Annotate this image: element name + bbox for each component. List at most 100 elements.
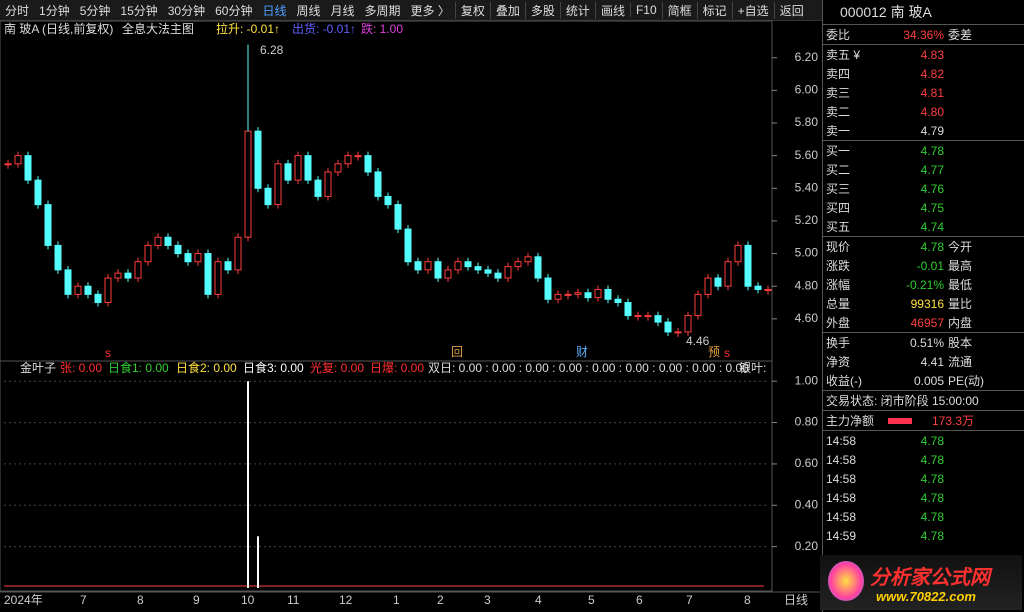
- quote-label: 卖四: [826, 67, 851, 81]
- candle: [514, 261, 522, 268]
- x-tick-label: 11: [287, 593, 300, 607]
- quote-row: 换手 0.51% 股本: [823, 333, 1024, 352]
- quote-value: 4.78: [920, 471, 944, 486]
- tab[interactable]: 分时: [5, 3, 30, 18]
- section: 主力净额 173.3万: [823, 411, 1024, 431]
- quote-row: 14:58 4.78: [823, 469, 1024, 488]
- section: 委比 34.36% 委差: [823, 25, 1024, 45]
- tool-button[interactable]: 多股: [524, 1, 560, 19]
- candle: [614, 298, 622, 304]
- quote-row: 14:58 4.78: [823, 488, 1024, 507]
- candle: [264, 187, 272, 206]
- tab[interactable]: 15分钟: [120, 3, 158, 18]
- tab[interactable]: 月线: [330, 3, 355, 18]
- candle: [204, 253, 212, 295]
- candle: [464, 261, 472, 268]
- quote-label: 卖一: [826, 124, 851, 138]
- marker: 财: [576, 345, 588, 359]
- tool-button[interactable]: 统计: [559, 1, 595, 19]
- quote-row: 14:58 4.78: [823, 507, 1024, 526]
- quote-value: 4.79: [920, 123, 944, 138]
- lower-header: 日爆: 0.00: [370, 361, 424, 375]
- tool-button[interactable]: 标记: [696, 1, 732, 19]
- quote-label: 涨幅: [826, 278, 851, 292]
- tab[interactable]: 60分钟: [215, 3, 253, 18]
- quote-label: 买三: [826, 182, 851, 196]
- candle: [44, 204, 52, 246]
- quote-row: 委比 34.36% 委差: [823, 25, 1024, 44]
- quote-label: 卖三: [826, 86, 851, 100]
- candle: [564, 293, 572, 296]
- candle: [224, 261, 232, 271]
- candle: [604, 288, 612, 300]
- code: 000012 南 玻A: [840, 4, 932, 20]
- candle: [234, 236, 242, 271]
- quote-value: 4.75: [920, 200, 944, 215]
- tab[interactable]: 1分钟: [39, 3, 70, 18]
- candle: [244, 130, 252, 238]
- candle: [644, 315, 652, 318]
- main-header: 出货: -0.01↑: [292, 21, 356, 36]
- quote-row: 买四 4.75: [823, 198, 1024, 217]
- main-header: 跌: 1.00: [361, 21, 403, 36]
- y-tick-label: 5.00: [795, 246, 819, 260]
- quote-label: 净资: [826, 355, 851, 369]
- candle: [64, 269, 72, 295]
- candle: [744, 244, 752, 287]
- chart: s 回 财 预 s 南 玻A (日线,前复权) 全息大法主图 拉升: -0.01↑ 出…: [0, 20, 822, 607]
- quote-label: 14:58: [826, 452, 857, 467]
- tool-button[interactable]: F10: [629, 3, 662, 17]
- y-tick-label: 4.60: [795, 311, 819, 325]
- y-tick-label: 0.80: [795, 415, 819, 429]
- y-tick-label: 6.00: [795, 83, 819, 97]
- quote-label: PE(动): [948, 374, 985, 388]
- tab[interactable]: 更多 〉: [410, 3, 450, 18]
- quote-value: 4.76: [920, 181, 944, 196]
- quote-row: 外盘 46957 内盘: [823, 313, 1024, 332]
- tool-button[interactable]: +自选: [731, 1, 774, 19]
- quote-label: 14:58: [826, 471, 857, 486]
- lower-header: 日食1: 0.00: [108, 360, 169, 375]
- quote-row: 14:58 4.78: [823, 450, 1024, 469]
- tab[interactable]: 5分钟: [79, 3, 111, 18]
- tool-button[interactable]: 叠加: [489, 1, 525, 19]
- quote-panel: 000012 南 玻A 委比 34.36% 委差 卖五 ¥ 4.83 卖四 4.82 卖三 4.8…: [822, 0, 1024, 612]
- candle: [74, 285, 82, 295]
- tool-button[interactable]: 复权: [454, 1, 490, 19]
- quote-row: 现价 4.78 今开: [823, 237, 1024, 256]
- y-tick-label: 5.40: [795, 180, 819, 194]
- quote-value: 0.005: [913, 373, 944, 388]
- y-tick-label: 4.80: [795, 278, 819, 292]
- x-tick-label: 日线: [784, 593, 808, 607]
- quote-label: 委比: [826, 28, 851, 42]
- quote-label: 总量: [826, 297, 851, 311]
- candle: [524, 256, 532, 263]
- tool-button[interactable]: 画线: [594, 1, 630, 19]
- tab[interactable]: 周线: [296, 3, 321, 18]
- candle: [634, 315, 642, 318]
- candle: [374, 171, 382, 197]
- candle: [654, 315, 662, 323]
- candle: [254, 130, 262, 189]
- tab[interactable]: 30分钟: [167, 3, 206, 18]
- candle: [534, 256, 542, 279]
- tab[interactable]: 日线: [262, 3, 287, 18]
- quote-label: 涨跌: [826, 259, 851, 273]
- quote-value: 0.51%: [909, 335, 944, 350]
- tab[interactable]: 多周期: [364, 3, 401, 18]
- tool-button[interactable]: 简框: [661, 1, 697, 19]
- quote-label: 卖二: [826, 105, 851, 119]
- candle: [364, 155, 372, 173]
- flow-label: 主力净额: [826, 414, 875, 428]
- candle: [284, 163, 292, 181]
- quote-label: 外盘: [826, 316, 851, 330]
- quote-label: 最低: [948, 278, 973, 292]
- candle: [324, 171, 332, 197]
- tool-button[interactable]: 返回: [773, 1, 809, 19]
- candle: [124, 272, 132, 279]
- candle: [764, 288, 772, 291]
- quote-value: -0.01: [916, 258, 944, 273]
- candle: [504, 266, 512, 279]
- candle: [184, 253, 192, 263]
